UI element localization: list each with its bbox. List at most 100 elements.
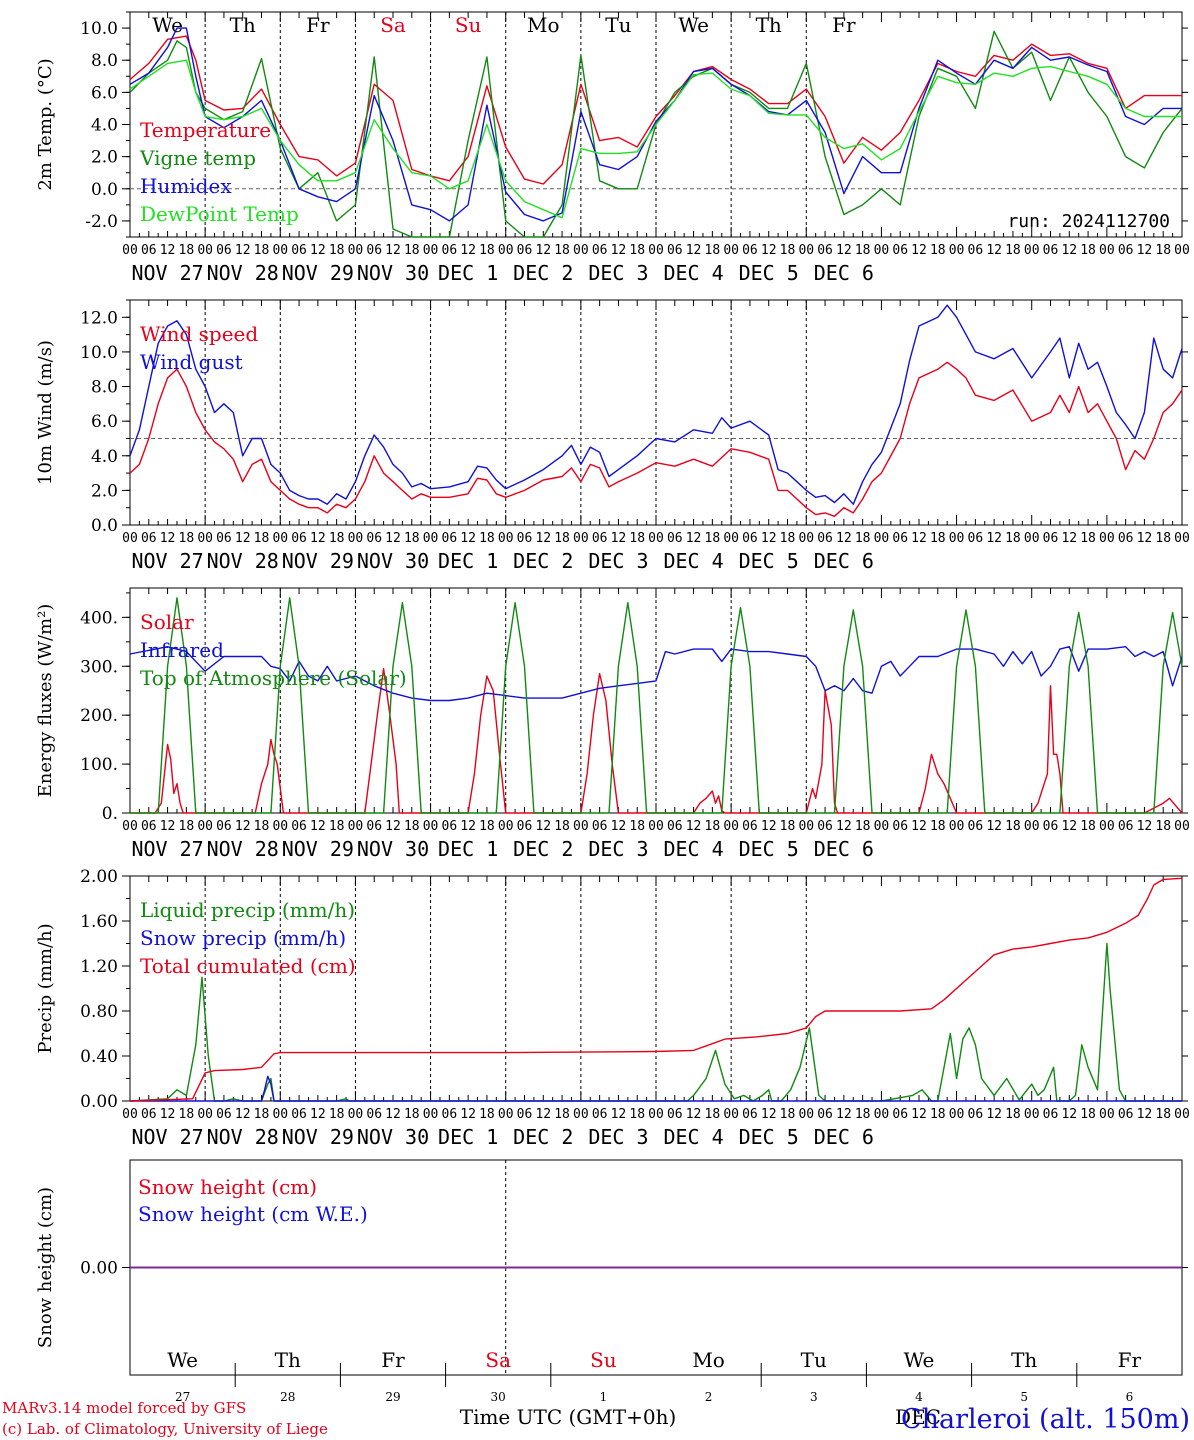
hour-tick-label: 12 — [1137, 243, 1153, 258]
hour-tick-label: 00 — [949, 243, 965, 258]
date-label: DEC 6 — [814, 837, 874, 861]
hour-tick-label: 18 — [780, 243, 796, 258]
hour-tick-label: 00 — [798, 1107, 814, 1122]
hour-tick-label: 18 — [554, 1107, 570, 1122]
date-label: DEC 3 — [588, 549, 648, 573]
y-tick-label: 8.0 — [91, 378, 118, 398]
hour-tick-label: 00 — [723, 243, 739, 258]
hour-tick-label: 00 — [1099, 531, 1115, 546]
hour-tick-label: 00 — [423, 1107, 439, 1122]
hour-tick-label: 18 — [479, 531, 495, 546]
day-number-label: 1 — [600, 1390, 608, 1404]
day-number-label: 29 — [385, 1390, 400, 1404]
hour-tick-label: 00 — [648, 531, 664, 546]
hour-tick-label: 00 — [272, 1107, 288, 1122]
date-label: NOV 29 — [282, 261, 354, 285]
hour-tick-label: 06 — [667, 243, 683, 258]
y-tick-label: 0.80 — [80, 1002, 118, 1022]
day-number-label: 3 — [810, 1390, 818, 1404]
legend-entry: Temperature — [140, 118, 271, 142]
hour-tick-label: 00 — [197, 531, 213, 546]
y-tick-label: 10.0 — [80, 343, 118, 363]
hour-tick-label: 12 — [235, 819, 251, 834]
hour-tick-label: 18 — [254, 243, 270, 258]
hour-tick-label: 06 — [442, 243, 458, 258]
hour-tick-label: 18 — [1080, 819, 1096, 834]
hour-tick-label: 06 — [742, 243, 758, 258]
hour-tick-label: 12 — [160, 531, 176, 546]
hour-tick-label: 00 — [348, 531, 364, 546]
hour-tick-label: 18 — [1155, 531, 1171, 546]
series-line-blue — [129, 646, 1183, 702]
hour-tick-label: 06 — [1118, 243, 1134, 258]
date-label: DEC 3 — [588, 837, 648, 861]
day-name-label: Th — [756, 13, 782, 37]
date-label: DEC 2 — [513, 549, 573, 573]
hour-tick-label: 00 — [648, 819, 664, 834]
legend-entry: Top of Atmosphere (Solar) — [140, 666, 407, 690]
day-name-label: Su — [590, 1348, 617, 1372]
hour-tick-label: 00 — [197, 819, 213, 834]
hour-tick-label: 12 — [535, 531, 551, 546]
hour-tick-label: 18 — [179, 243, 195, 258]
hour-tick-label: 00 — [573, 531, 589, 546]
date-label: NOV 30 — [357, 837, 429, 861]
hour-tick-label: 00 — [1174, 1107, 1190, 1122]
hour-tick-label: 06 — [817, 243, 833, 258]
date-label: NOV 29 — [282, 1125, 354, 1149]
hour-tick-label: 06 — [667, 531, 683, 546]
hour-tick-label: 12 — [911, 1107, 927, 1122]
date-label: DEC 4 — [663, 1125, 723, 1149]
y-tick-label: 0.0 — [91, 180, 118, 200]
hour-tick-label: 12 — [1061, 819, 1077, 834]
hour-tick-label: 00 — [874, 1107, 890, 1122]
hour-tick-label: 00 — [798, 531, 814, 546]
series-line-blue — [129, 304, 1183, 505]
hour-tick-label: 12 — [310, 819, 326, 834]
hour-tick-label: 18 — [780, 819, 796, 834]
hour-tick-label: 12 — [385, 1107, 401, 1122]
date-label: NOV 30 — [357, 261, 429, 285]
hour-tick-label: 18 — [855, 819, 871, 834]
y-tick-label: 0. — [102, 804, 118, 824]
date-label: DEC 5 — [739, 837, 799, 861]
hour-tick-label: 18 — [404, 1107, 420, 1122]
y-tick-label: 2.0 — [91, 481, 118, 501]
hour-tick-label: 06 — [517, 243, 533, 258]
y-tick-label: 0.00 — [80, 1092, 118, 1112]
day-number-label: 5 — [1020, 1390, 1028, 1404]
date-label: DEC 4 — [663, 549, 723, 573]
hour-tick-label: 06 — [1118, 531, 1134, 546]
y-tick-label: 0.00 — [80, 1259, 118, 1279]
hour-tick-label: 06 — [216, 243, 232, 258]
hour-tick-label: 06 — [291, 1107, 307, 1122]
day-number-label: 4 — [915, 1390, 923, 1404]
y-tick-label: 10.0 — [80, 19, 118, 39]
hour-tick-label: 06 — [517, 1107, 533, 1122]
hour-tick-label: 18 — [1005, 1107, 1021, 1122]
day-name-label: Tu — [605, 13, 631, 37]
hour-tick-label: 00 — [423, 243, 439, 258]
hour-tick-label: 18 — [404, 243, 420, 258]
series-line-blue — [130, 1075, 1182, 1102]
y-tick-label: 1.60 — [80, 912, 118, 932]
date-label: DEC 1 — [438, 837, 498, 861]
hour-tick-label: 00 — [573, 243, 589, 258]
legend-entry: Snow height (cm W.E.) — [138, 1202, 368, 1226]
date-label: NOV 28 — [207, 837, 279, 861]
hour-tick-label: 06 — [892, 819, 908, 834]
y-axis-label: Energy fluxes (W/m²) — [35, 604, 56, 798]
panel-1: -2.00.02.04.06.08.010.02m Temp. (°C)00 06… — [35, 11, 1190, 285]
hour-tick-label: 12 — [385, 243, 401, 258]
hour-tick-label: 18 — [554, 243, 570, 258]
hour-tick-label: 18 — [404, 819, 420, 834]
legend-entry: Wind speed — [140, 322, 258, 346]
hour-tick-label: 00 — [949, 531, 965, 546]
hour-tick-label: 00 — [122, 531, 138, 546]
legend-entry: Solar — [140, 610, 194, 634]
day-name-label: Fr — [381, 1348, 405, 1372]
hour-tick-label: 00 — [949, 1107, 965, 1122]
y-axis-label: 2m Temp. (°C) — [35, 58, 56, 190]
hour-tick-label: 12 — [310, 243, 326, 258]
